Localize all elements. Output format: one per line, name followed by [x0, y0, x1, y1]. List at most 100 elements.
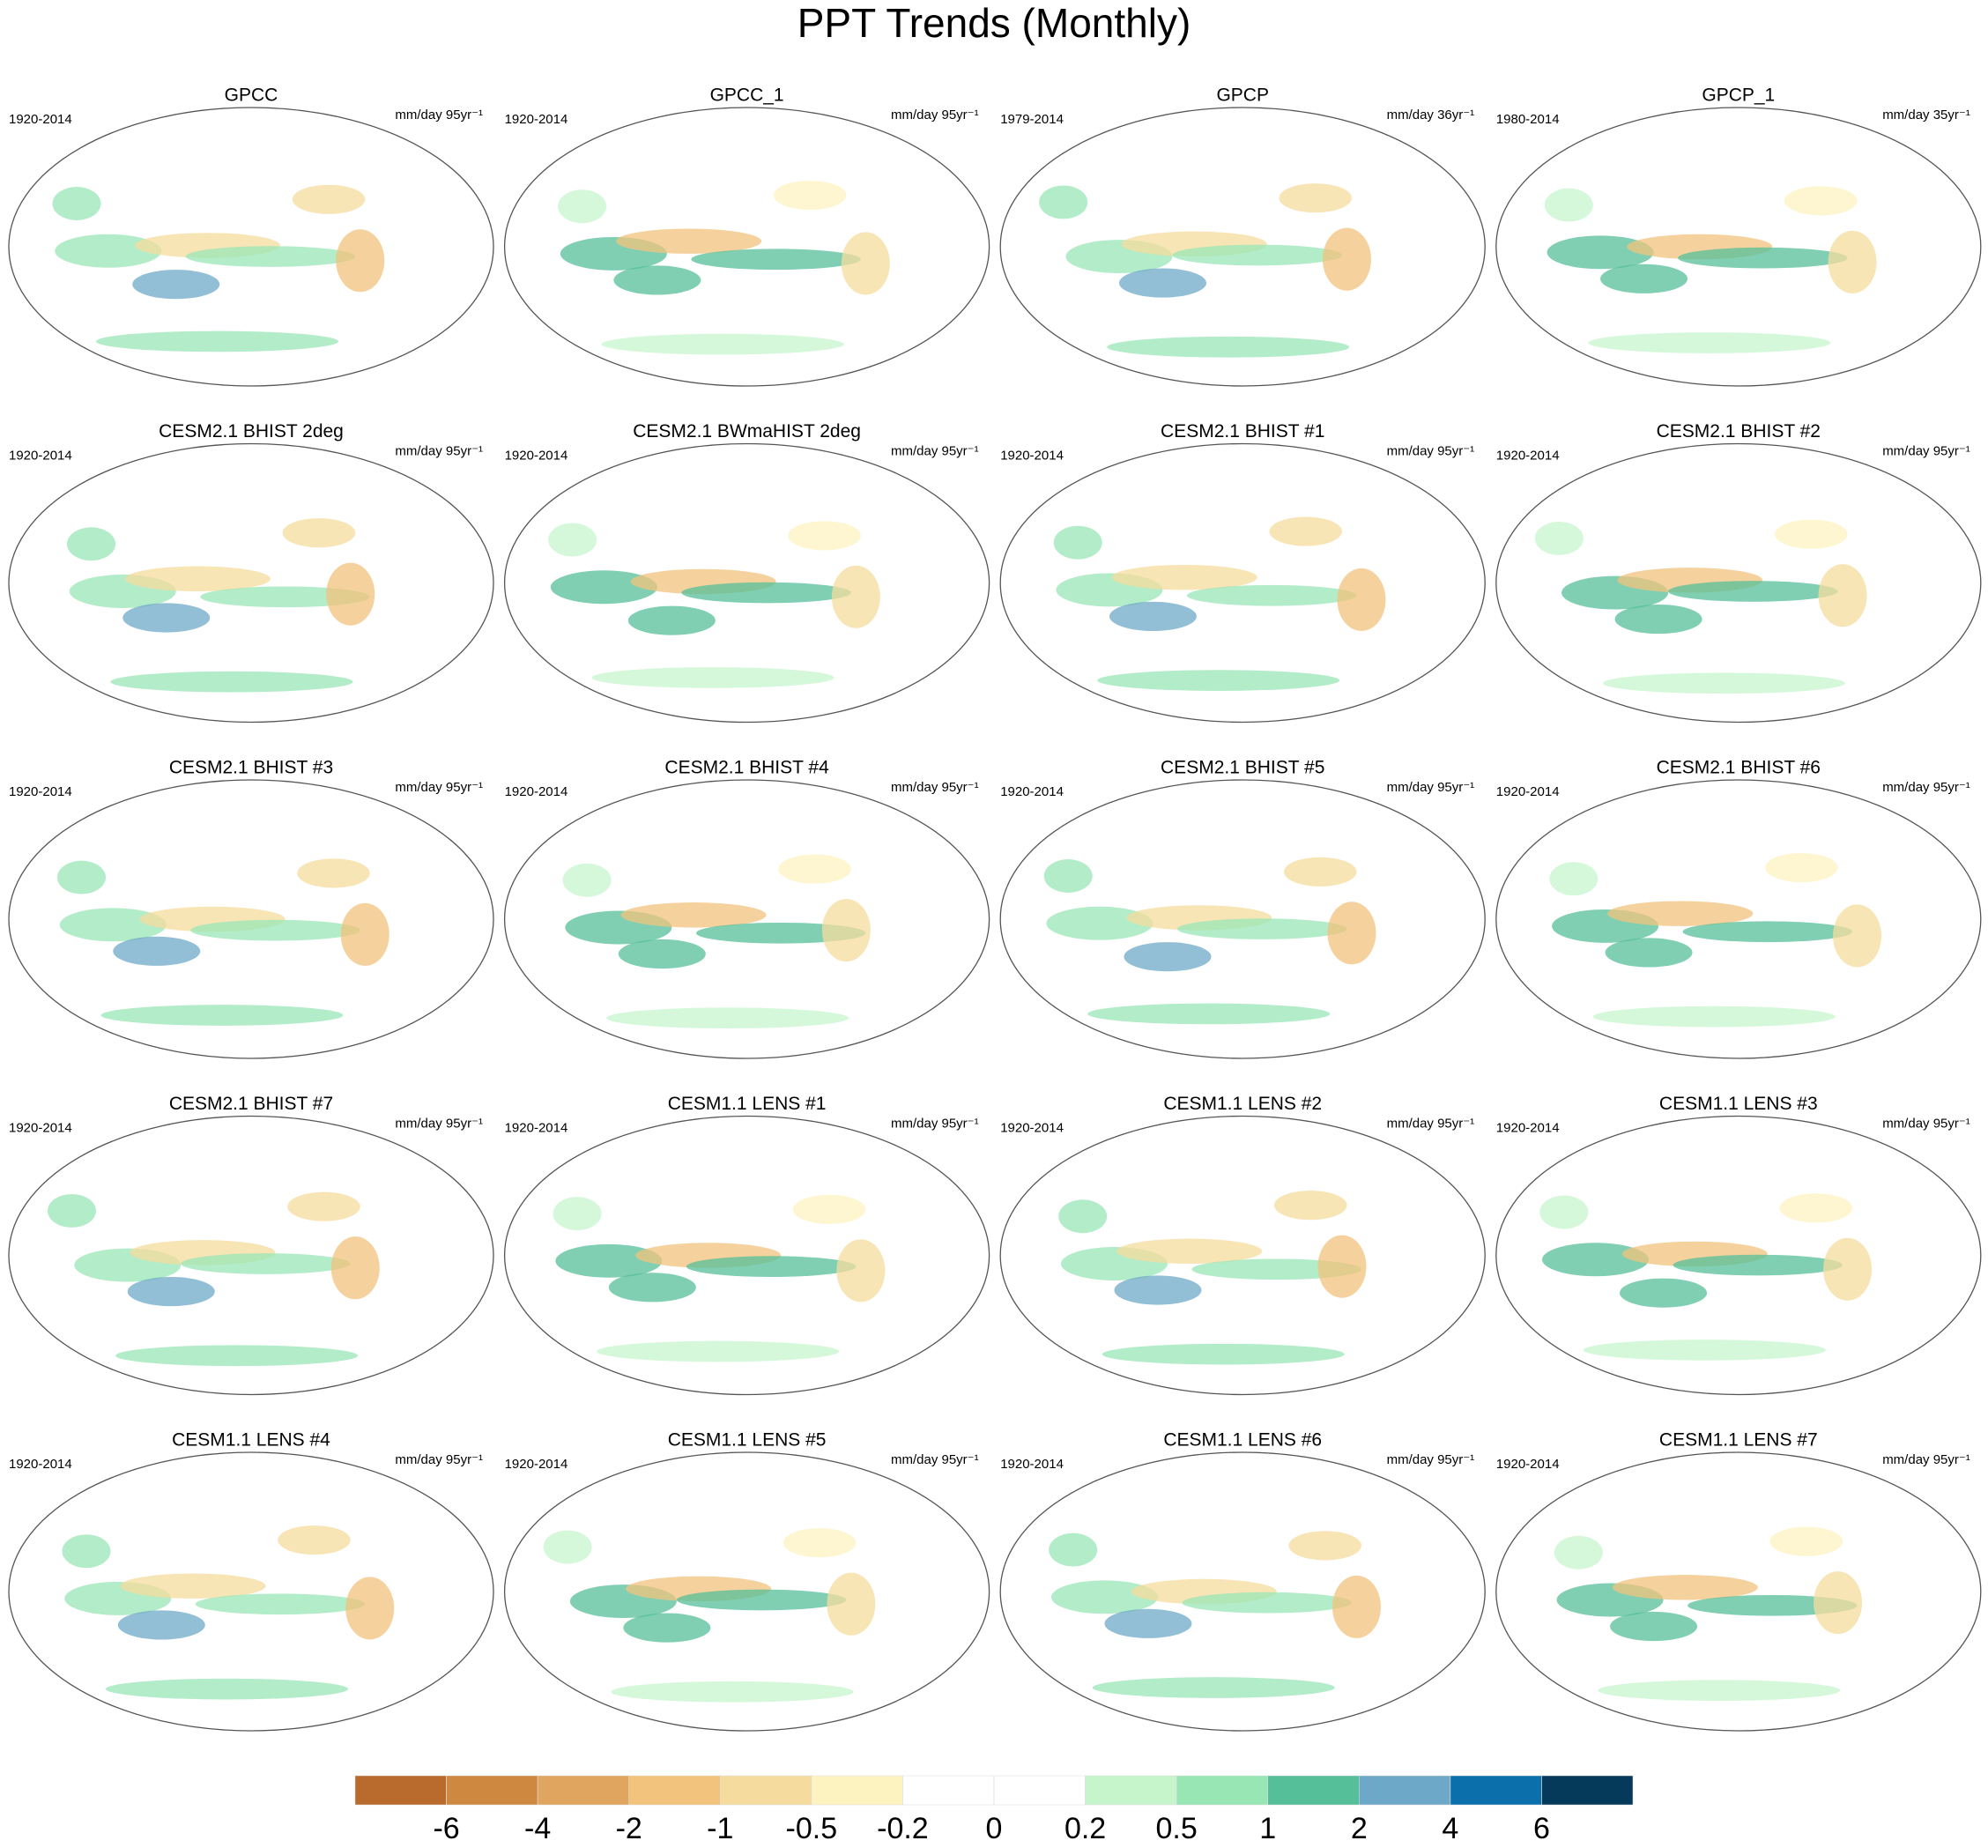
field-blob — [1612, 1575, 1758, 1600]
map-panel: CESM2.1 BHIST #5 1920-2014 mm/day 95yr⁻¹ — [999, 758, 1486, 1059]
panel-period: 1979-2014 — [1000, 112, 1064, 127]
field-pattern — [48, 1191, 380, 1367]
map-outline — [1495, 442, 1982, 724]
colorbar-label: 0 — [986, 1812, 1003, 1845]
field-blob — [122, 603, 211, 633]
field-blob — [1050, 1580, 1158, 1614]
panel-title: CESM2.1 BWmaHIST 2deg — [633, 421, 861, 442]
colorbar-label: -0.5 — [786, 1812, 838, 1845]
field-blob — [1182, 1592, 1352, 1614]
field-pattern — [1053, 516, 1386, 691]
field-blob — [1337, 568, 1386, 632]
colorbar-box — [720, 1775, 812, 1806]
panel-period: 1920-2014 — [505, 784, 568, 799]
field-blob — [1046, 906, 1153, 940]
panel-title: CESM1.1 LENS #7 — [1659, 1430, 1818, 1451]
field-blob — [96, 330, 338, 353]
field-blob — [297, 858, 370, 888]
colorbar-box — [628, 1775, 721, 1806]
map-outline — [503, 1115, 990, 1396]
field-blob — [1610, 1611, 1698, 1642]
field-blob — [1097, 670, 1340, 691]
field-blob — [616, 228, 762, 254]
field-pattern — [1058, 1191, 1367, 1365]
panel-title: CESM1.1 LENS #2 — [1163, 1094, 1322, 1114]
field-pattern — [1039, 183, 1371, 358]
panel-title: CESM1.1 LENS #1 — [668, 1094, 827, 1114]
field-blob — [195, 1593, 366, 1615]
map-panel: CESM1.1 LENS #2 1920-2014 mm/day 95yr⁻¹ — [999, 1094, 1486, 1396]
field-pattern — [1049, 1531, 1381, 1698]
field-blob — [1109, 601, 1197, 632]
panel-units: mm/day 95yr⁻¹ — [891, 108, 979, 122]
field-blob — [553, 1197, 602, 1231]
colorbar-box — [537, 1775, 629, 1806]
map-panel: CESM1.1 LENS #1 1920-2014 mm/day 95yr⁻¹ — [503, 1094, 990, 1396]
field-blob — [1605, 938, 1693, 968]
field-pattern — [62, 1525, 395, 1700]
field-blob — [1818, 564, 1867, 627]
colorbar-label: 2 — [1351, 1812, 1368, 1845]
colorbar-box — [446, 1775, 538, 1806]
field-blob — [67, 527, 115, 561]
panel-units: mm/day 95yr⁻¹ — [891, 780, 979, 795]
field-blob — [591, 667, 835, 688]
panel-title: GPCC_1 — [710, 85, 784, 106]
field-blob — [1176, 918, 1347, 939]
panel-title: CESM2.1 BHIST #3 — [169, 758, 333, 778]
colorbar-label: -4 — [524, 1812, 551, 1845]
field-blob — [1288, 1531, 1361, 1561]
map-outline — [1495, 1115, 1982, 1396]
map-outline — [503, 442, 990, 724]
map-panel: GPCP 1979-2014 mm/day 36yr⁻¹ — [999, 85, 1486, 387]
panel-title: CESM2.1 BHIST #5 — [1161, 758, 1324, 778]
panel-period: 1920-2014 — [1000, 448, 1064, 463]
field-blob — [1092, 1677, 1335, 1698]
field-blob — [1327, 902, 1376, 965]
map-panel: CESM1.1 LENS #6 1920-2014 mm/day 95yr⁻¹ — [999, 1430, 1486, 1732]
field-blob — [330, 1236, 380, 1300]
field-blob — [287, 1191, 360, 1221]
map-panel: CESM1.1 LENS #4 1920-2014 mm/day 95yr⁻¹ — [8, 1430, 494, 1732]
panel-title: CESM2.1 BHIST #6 — [1657, 758, 1821, 778]
field-blob — [543, 1530, 592, 1564]
map-panel: CESM2.1 BHIST #1 1920-2014 mm/day 95yr⁻¹ — [999, 421, 1486, 724]
field-blob — [1554, 1535, 1603, 1570]
colorbar-label: 1 — [1259, 1812, 1276, 1845]
panel-period: 1920-2014 — [9, 1120, 72, 1135]
field-blob — [1678, 247, 1848, 269]
panel-title: CESM2.1 BHIST 2deg — [159, 421, 344, 442]
field-blob — [613, 265, 701, 295]
map-panel: CESM1.1 LENS #3 1920-2014 mm/day 95yr⁻¹ — [1495, 1094, 1982, 1396]
panel-units: mm/day 95yr⁻¹ — [1387, 1452, 1475, 1467]
field-blob — [127, 1276, 215, 1307]
map-outline — [503, 779, 990, 1059]
field-blob — [1107, 336, 1350, 358]
field-blob — [1039, 185, 1088, 219]
field-blob — [1534, 521, 1584, 555]
field-blob — [1682, 921, 1853, 943]
panel-period: 1920-2014 — [505, 1457, 568, 1472]
panel-title: CESM2.1 BHIST #7 — [169, 1094, 333, 1114]
panel-units: mm/day 95yr⁻¹ — [1882, 443, 1970, 458]
field-blob — [548, 523, 597, 557]
panel-title: CESM1.1 LENS #6 — [1163, 1430, 1322, 1451]
field-blob — [558, 189, 607, 224]
field-blob — [1588, 332, 1831, 353]
field-blob — [120, 1573, 266, 1599]
field-blob — [788, 521, 861, 551]
field-pattern — [558, 180, 890, 355]
map-panel: CESM2.1 BHIST #2 1920-2014 mm/day 95yr⁻¹ — [1495, 421, 1982, 724]
field-pattern — [1554, 1526, 1863, 1702]
field-blob — [1102, 1343, 1345, 1365]
field-blob — [115, 1345, 358, 1367]
colorbar-box — [811, 1775, 903, 1806]
field-blob — [1668, 581, 1838, 602]
map-panel: CESM2.1 BHIST #7 1920-2014 mm/day 95yr⁻¹ — [8, 1094, 494, 1396]
field-blob — [132, 270, 220, 300]
field-blob — [1833, 904, 1882, 968]
colorbar-box — [1359, 1775, 1451, 1806]
panel-period: 1920-2014 — [9, 1457, 72, 1472]
field-blob — [1317, 1235, 1367, 1298]
field-blob — [773, 180, 847, 211]
